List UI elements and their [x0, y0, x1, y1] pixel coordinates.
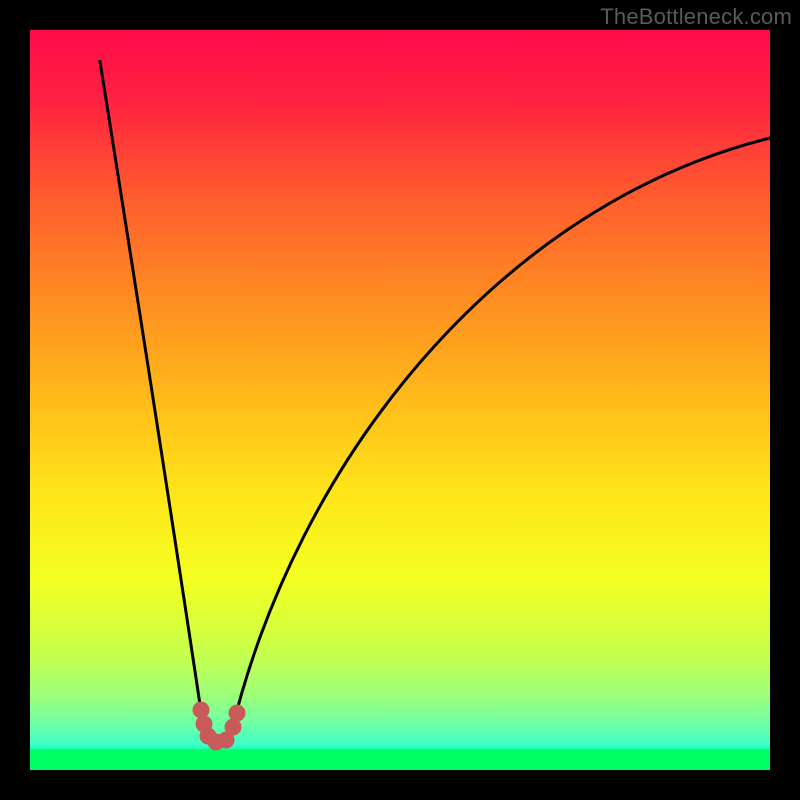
trough-marker	[229, 705, 246, 722]
gradient-background	[30, 30, 770, 770]
trough-marker	[193, 702, 210, 719]
baseline-band	[30, 749, 770, 770]
watermark-text: TheBottleneck.com	[600, 4, 792, 30]
bottleneck-chart	[0, 0, 800, 800]
